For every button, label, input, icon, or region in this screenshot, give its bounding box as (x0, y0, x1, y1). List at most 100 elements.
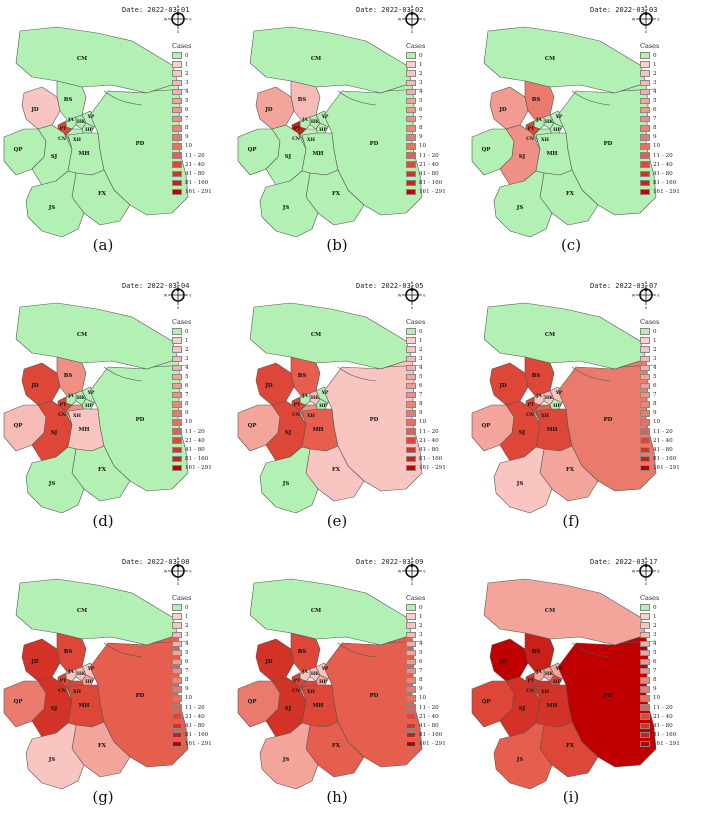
legend-title: Cases (640, 594, 660, 602)
legend-swatch (640, 134, 650, 141)
legend-item: 8 (640, 676, 680, 685)
compass-icon: N S W E (164, 557, 193, 586)
legend-item: 4 (172, 87, 212, 96)
date-label: Date: 2022-03-05 (356, 282, 424, 290)
legend: Cases 0 1 2 3 4 5 6 7 8 9 10 11 - 20 21 - 40 41 - 80 81… (640, 42, 680, 197)
legend-item: 5 (406, 96, 446, 105)
compass-e: E (657, 18, 660, 22)
legend-item: 0 (172, 51, 212, 60)
compass-n: N (177, 557, 180, 561)
river-line (337, 366, 377, 382)
legend-label: 21 - 40 (653, 161, 673, 168)
coast-line (151, 640, 189, 644)
district-label-xh: XH (307, 137, 316, 143)
legend-swatch (172, 52, 182, 59)
district-label-jd: JD (264, 107, 273, 113)
legend-item: 5 (172, 96, 212, 105)
legend-swatch (172, 188, 182, 196)
district-jd (21, 638, 61, 682)
legend-label: 21 - 40 (419, 437, 439, 444)
legend-item: 161 - 291 (172, 463, 212, 472)
legend-swatch (640, 649, 650, 657)
compass-e: E (189, 18, 192, 22)
legend-label: 2 (419, 346, 423, 353)
district-label-hk: HK (77, 395, 86, 401)
legend-label: 1 (185, 613, 189, 620)
compass-n: N (645, 557, 648, 561)
legend-swatch (172, 70, 182, 77)
legend-item: 10 (172, 418, 212, 427)
legend-item: 81 - 160 (640, 178, 680, 187)
district-label-cm: CM (311, 608, 321, 614)
legend-item: 1 (640, 336, 680, 345)
legend-item: 161 - 291 (406, 187, 446, 196)
district-label-sj: SJ (285, 706, 292, 712)
legend-item: 8 (172, 676, 212, 685)
legend-label: 0 (419, 52, 423, 59)
compass-e: E (657, 294, 660, 298)
map-panel: Date: 2022-03-09 CM BS JD YP HK JA PT HP CN XH QP SJ… (234, 552, 468, 828)
compass-n: N (645, 281, 648, 285)
legend-item: 1 (406, 60, 446, 69)
district-cm (15, 302, 179, 370)
river-line (337, 642, 377, 658)
legend-item: 2 (640, 345, 680, 354)
district-cm (483, 578, 647, 646)
legend-swatch (172, 355, 182, 363)
legend-label: 41 - 80 (419, 446, 439, 453)
legend-item: 1 (406, 612, 446, 621)
legend-title: Cases (640, 42, 660, 50)
district-cm (15, 26, 179, 94)
legend-swatch (172, 61, 182, 68)
legend-swatch (172, 731, 182, 739)
legend-label: 5 (653, 374, 657, 381)
district-label-bs: BS (532, 97, 541, 103)
district-label-cm: CM (77, 56, 87, 62)
legend-swatch (640, 52, 650, 59)
legend-label: 11 - 20 (653, 152, 673, 159)
district-label-pt: PT (528, 678, 535, 684)
district-label-fx: FX (98, 467, 107, 473)
district-label-mh: MH (312, 427, 323, 433)
district-jd (21, 86, 61, 130)
legend-item: 6 (172, 106, 212, 115)
district-label-yp: YP (321, 114, 329, 120)
legend-title: Cases (406, 318, 426, 326)
legend-item: 11 - 20 (406, 151, 446, 160)
legend-label: 4 (653, 364, 657, 371)
panel-caption: (e) (326, 512, 348, 530)
legend-label: 8 (419, 401, 423, 408)
legend-item: 5 (640, 648, 680, 657)
legend-item: 10 (640, 142, 680, 151)
legend-swatch (640, 106, 650, 114)
legend-label: 5 (419, 98, 423, 105)
district-js (25, 170, 85, 238)
panel-caption: (f) (562, 512, 580, 530)
legend-swatch (172, 115, 182, 123)
legend-label: 3 (419, 631, 423, 638)
compass-s: S (177, 306, 180, 310)
legend-swatch (172, 704, 182, 711)
legend-swatch (406, 391, 416, 399)
legend-swatch (640, 337, 650, 344)
legend-label: 1 (185, 337, 189, 344)
legend-swatch (172, 419, 182, 426)
district-label-pd: PD (604, 417, 613, 423)
compass-icon: N S W E (398, 5, 427, 34)
legend-swatch (406, 740, 416, 748)
district-pd (323, 358, 423, 492)
compass-icon: N S W E (164, 5, 193, 34)
legend-item: 81 - 160 (640, 730, 680, 739)
legend-label: 6 (653, 107, 657, 114)
legend: Cases 0 1 2 3 4 5 6 7 8 9 10 11 - 20 21 - 40 41 - 80 81… (172, 594, 212, 749)
legend-item: 3 (172, 630, 212, 639)
district-label-sj: SJ (51, 706, 58, 712)
legend-swatch (406, 622, 416, 629)
legend-label: 21 - 40 (185, 161, 205, 168)
panel-caption: (i) (562, 788, 580, 806)
legend-swatch (640, 97, 650, 105)
district-label-pt: PT (294, 678, 301, 684)
district-label-jd: JD (498, 107, 507, 113)
